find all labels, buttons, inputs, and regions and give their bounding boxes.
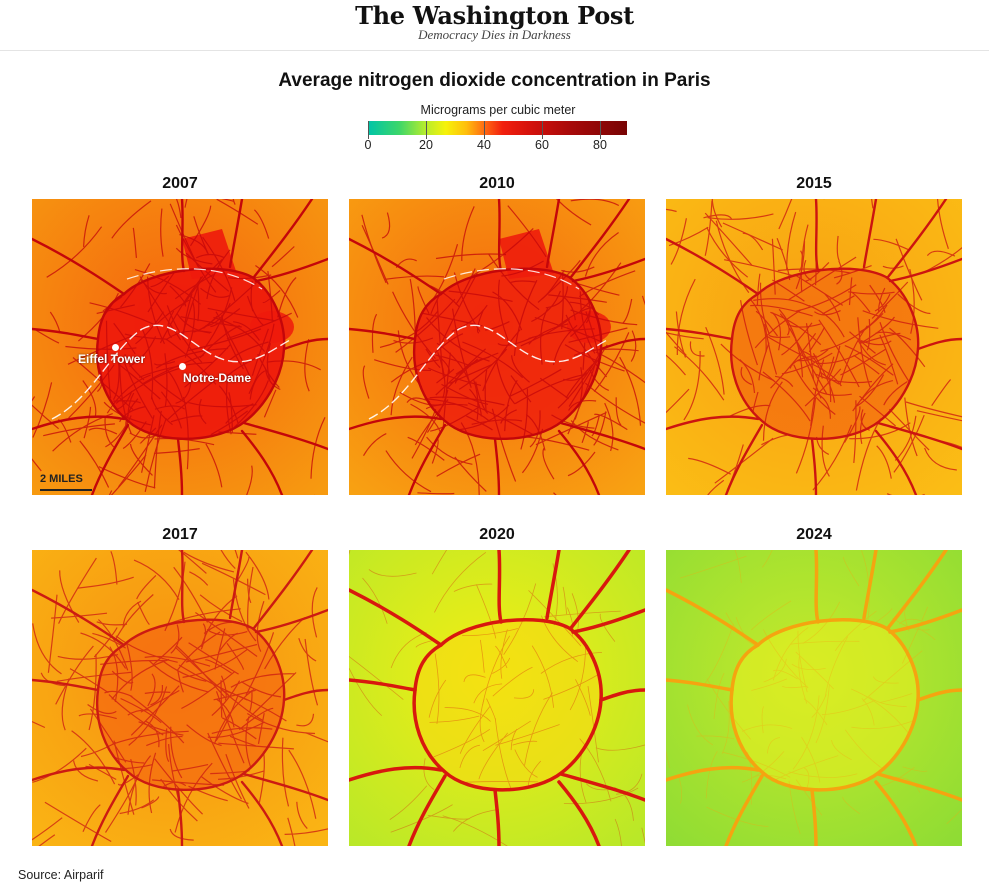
legend-tick-mark	[426, 121, 427, 139]
map-panel-2017	[32, 550, 328, 846]
map-panel-2010	[349, 199, 645, 495]
legend-tick-label: 80	[593, 138, 607, 152]
eiffel-tower-marker	[112, 344, 119, 351]
source-note: Source: Airparif	[18, 868, 104, 882]
pollution-map	[666, 550, 962, 846]
pollution-map	[32, 199, 328, 495]
pollution-map	[349, 199, 645, 495]
notre-dame-label: Notre-Dame	[183, 371, 252, 385]
panel-year-2010: 2010	[479, 175, 515, 192]
legend-tick-label: 20	[419, 138, 433, 152]
color-legend: Micrograms per cubic meter 0 20 40 60 80	[360, 103, 650, 153]
map-panel-2020	[349, 550, 645, 846]
eiffel-tower-label: Eiffel Tower	[78, 352, 146, 366]
panel-year-2017: 2017	[162, 526, 198, 543]
map-panel-2024	[666, 550, 962, 846]
scale-label: 2 MILES	[40, 473, 83, 485]
washington-post-logo[interactable]: The Washington Post	[355, 1, 634, 30]
chart-title: Average nitrogen dioxide concentration i…	[278, 70, 711, 91]
legend-tick-mark	[600, 121, 601, 139]
legend-tick-mark	[484, 121, 485, 139]
map-panel-2007: Eiffel Tower Notre-Dame 2 MILES	[32, 199, 328, 495]
legend-tick-label: 0	[364, 138, 372, 152]
legend-tick-label: 40	[477, 138, 491, 152]
pollution-map	[32, 550, 328, 846]
panel-year-2020: 2020	[479, 526, 515, 543]
panel-year-2015: 2015	[796, 175, 832, 192]
tagline: Democracy Dies in Darkness	[418, 27, 571, 42]
legend-unit-label: Micrograms per cubic meter	[420, 103, 576, 117]
legend-color-bar	[368, 121, 627, 135]
panel-year-2024: 2024	[796, 526, 832, 543]
legend-tick-mark	[368, 121, 369, 139]
map-panel-2015	[666, 199, 962, 495]
pollution-map	[666, 199, 962, 495]
legend-tick-label: 60	[535, 138, 549, 152]
legend-tick-mark	[542, 121, 543, 139]
notre-dame-marker	[179, 363, 186, 370]
masthead: The Washington Post Democracy Dies in Da…	[0, 0, 989, 51]
panel-year-2007: 2007	[162, 175, 198, 192]
scale-bar	[40, 489, 92, 491]
pollution-map	[349, 550, 645, 846]
